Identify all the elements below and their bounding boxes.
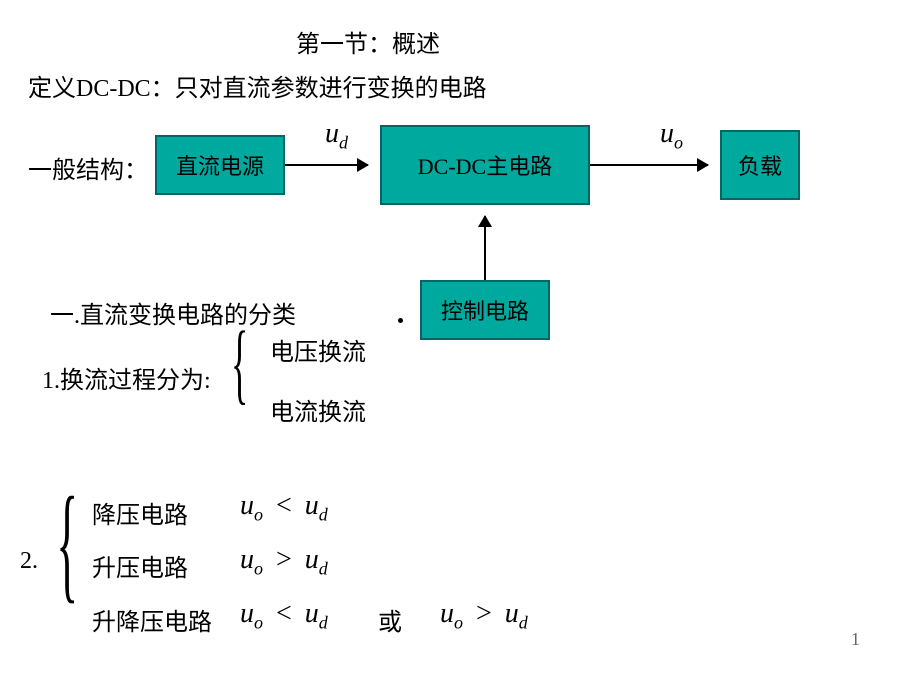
item2-opt3: 升降压电路 xyxy=(92,602,212,637)
box-main-circuit: DC-DC主电路 xyxy=(380,125,590,205)
box-load: 负载 xyxy=(720,130,800,200)
arrow-source-to-main xyxy=(285,164,368,166)
definition-text: 定义DC-DC：只对直流参数进行变换的电路 xyxy=(28,68,487,103)
item2-num: 2. xyxy=(20,548,38,575)
box-control-label: 控制电路 xyxy=(441,294,529,326)
box-dc-source-label: 直流电源 xyxy=(176,149,264,181)
item1-label: 1.换流过程分为: xyxy=(42,360,211,395)
arrow-main-to-load xyxy=(590,164,708,166)
formula-boost: uo > ud xyxy=(240,544,328,580)
formula-or: 或 xyxy=(378,602,402,637)
page-number: 1 xyxy=(851,629,860,650)
item2-opt1: 降压电路 xyxy=(92,495,188,530)
item2-opt2: 升压电路 xyxy=(92,548,188,583)
bullet-dot xyxy=(398,318,403,323)
brace-item2: { xyxy=(56,468,78,618)
item1-opt2: 电流换流 xyxy=(270,392,366,427)
section-title: 第一节：概述 xyxy=(296,24,440,59)
box-load-label: 负载 xyxy=(738,149,782,181)
section1-heading: 一.直流变换电路的分类 xyxy=(50,295,296,330)
box-dc-source: 直流电源 xyxy=(155,135,285,195)
label-ud: ud xyxy=(325,118,348,154)
box-main-circuit-label: DC-DC主电路 xyxy=(418,149,552,181)
box-control: 控制电路 xyxy=(420,280,550,340)
item1-opt1: 电压换流 xyxy=(270,332,366,367)
formula-buckboost-a: uo < ud xyxy=(240,598,328,634)
formula-buck: uo < ud xyxy=(240,490,328,526)
formula-buckboost-b: uo > ud xyxy=(440,598,528,634)
arrow-control-to-main xyxy=(484,216,486,280)
structure-label: 一般结构： xyxy=(28,150,148,185)
brace-item1: { xyxy=(231,312,248,415)
label-uo: uo xyxy=(660,118,683,154)
